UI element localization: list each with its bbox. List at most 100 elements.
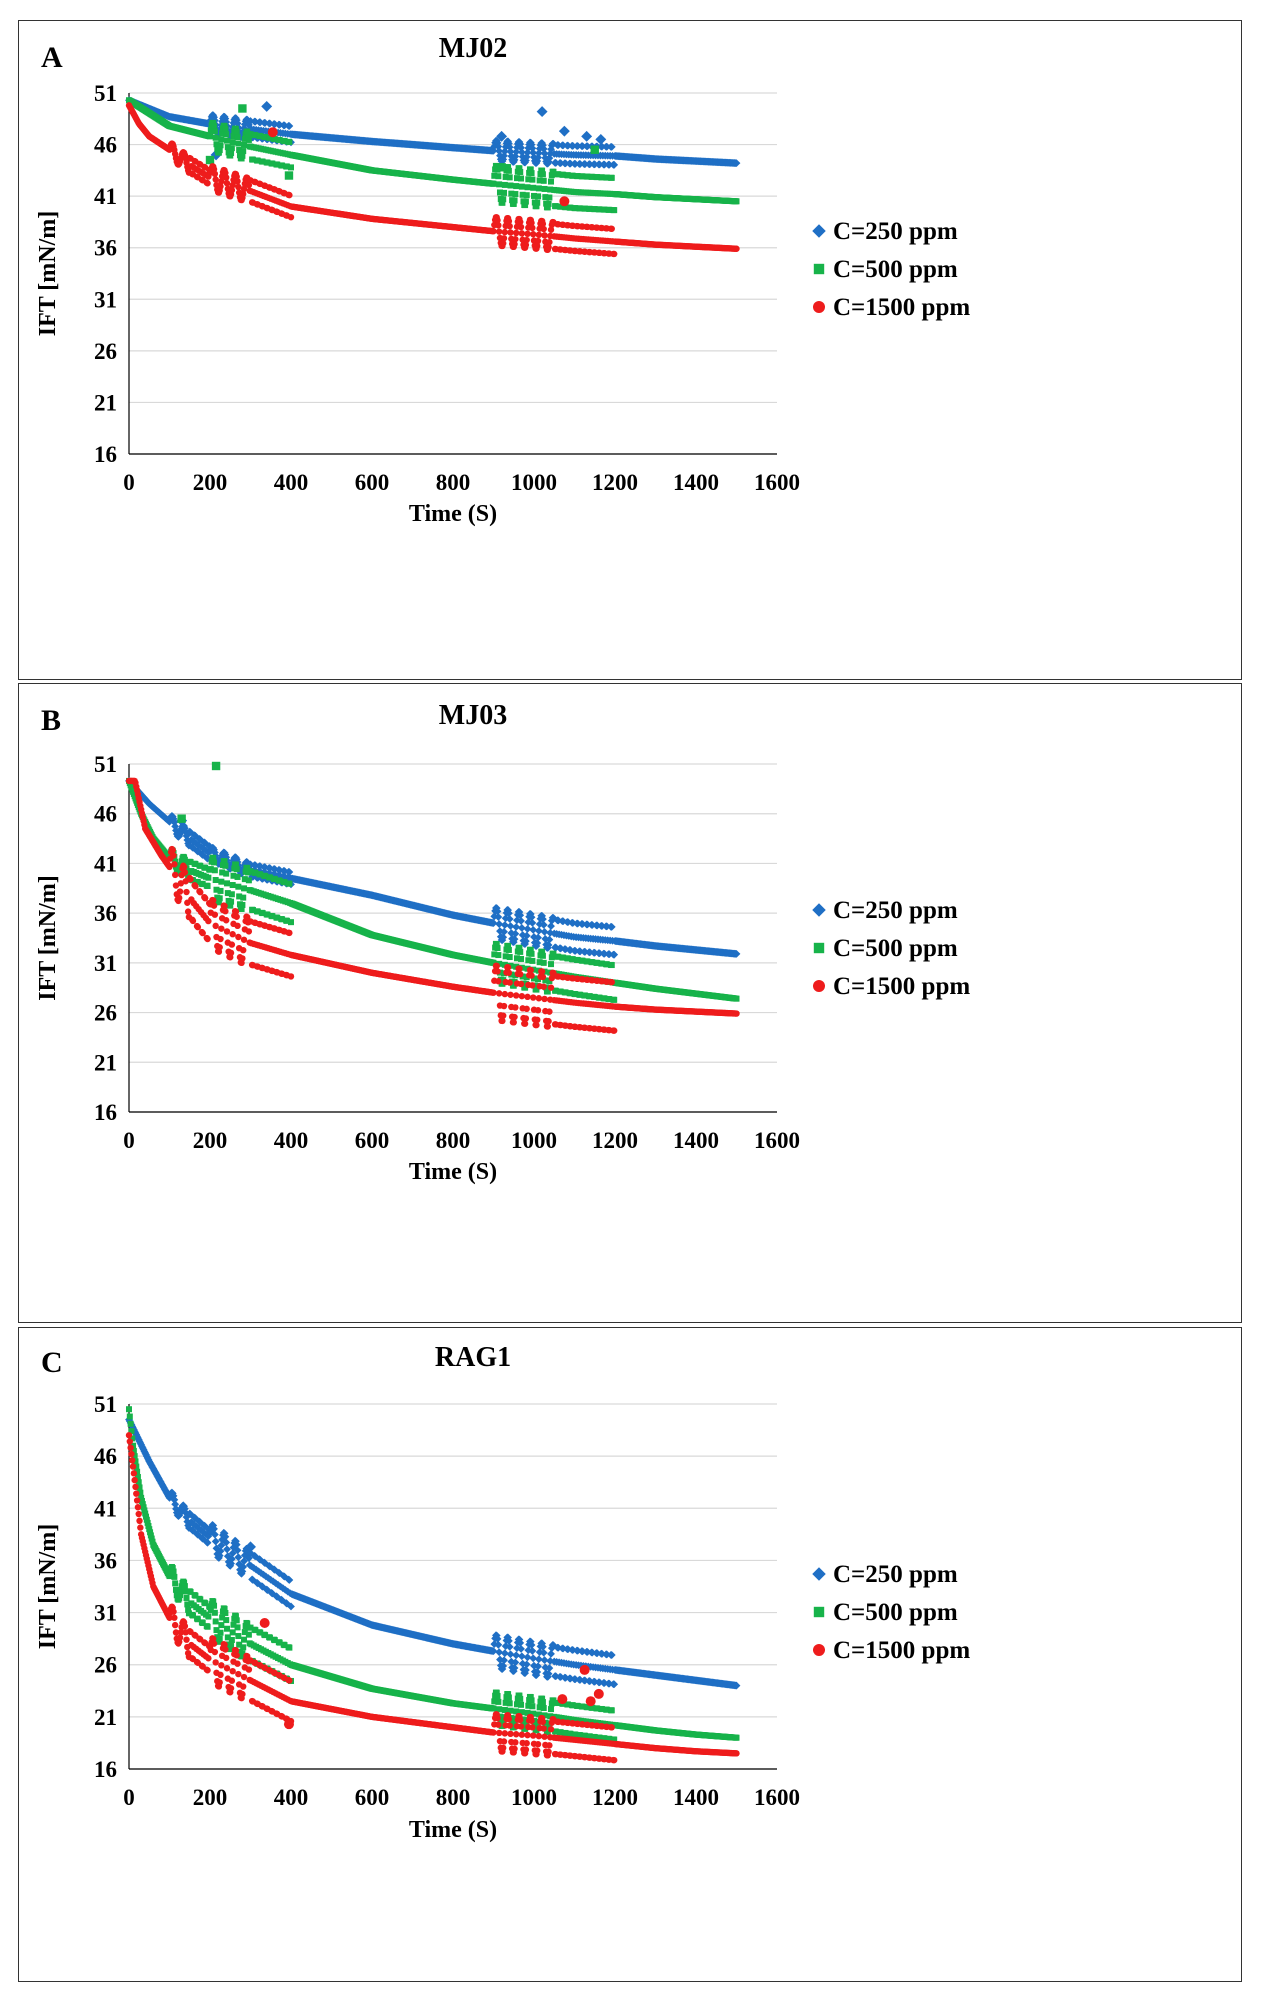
data-point: [577, 205, 584, 212]
data-point: [280, 1572, 289, 1581]
data-point: [554, 141, 563, 150]
data-point: [539, 220, 547, 228]
data-point: [549, 139, 558, 148]
data-point: [522, 931, 531, 940]
data-point: [281, 879, 288, 886]
data-point: [196, 1518, 205, 1527]
data-point: [545, 1018, 552, 1025]
data-point: [539, 915, 547, 924]
data-point: [603, 142, 611, 151]
y-tick-label: 41: [94, 851, 117, 876]
data-point: [268, 1589, 277, 1598]
outlier-point: [267, 127, 278, 138]
data-point: [511, 197, 518, 204]
data-point: [552, 203, 559, 210]
data-point: [574, 957, 581, 964]
data-point: [218, 1535, 227, 1544]
data-point: [542, 194, 549, 201]
data-point: [502, 173, 509, 180]
data-point: [512, 229, 520, 237]
data-point: [266, 874, 273, 881]
data-point: [176, 888, 184, 895]
data-point: [262, 134, 269, 141]
data-point: [527, 966, 534, 974]
legend-marker: [813, 301, 825, 313]
data-point: [495, 228, 503, 235]
x-axis-label: Time (S): [409, 1817, 497, 1843]
data-point: [266, 1575, 275, 1584]
series-c-500-ppm: [126, 761, 740, 1003]
x-tick-label: 0: [123, 1128, 135, 1153]
data-point: [548, 961, 555, 968]
data-point: [516, 911, 525, 920]
data-point: [501, 961, 508, 968]
y-tick-label: 26: [94, 1653, 117, 1678]
data-point: [171, 861, 178, 868]
data-point: [506, 147, 515, 156]
data-point: [593, 921, 602, 930]
data-point: [568, 919, 577, 927]
data-point: [518, 992, 526, 1000]
data-point: [555, 171, 562, 178]
data-point: [202, 864, 209, 871]
data-point: [240, 1557, 248, 1566]
x-tick-label: 1200: [592, 1128, 638, 1153]
data-point: [540, 225, 547, 233]
x-tick-label: 1400: [673, 1128, 719, 1153]
data-point: [529, 231, 537, 238]
data-point: [172, 882, 180, 889]
data-point: [527, 166, 534, 173]
data-point: [224, 880, 231, 887]
data-point: [511, 1013, 518, 1021]
data-point: [511, 240, 518, 248]
data-point: [506, 979, 513, 986]
data-point: [505, 217, 513, 225]
data-point: [207, 866, 214, 873]
data-point: [525, 176, 532, 183]
data-point: [517, 924, 526, 932]
data-point: [494, 142, 503, 151]
data-point: [222, 862, 229, 869]
data-point: [288, 919, 294, 926]
data-point: [560, 171, 567, 178]
data-point: [586, 205, 593, 212]
data-point: [504, 909, 513, 918]
data-point: [286, 191, 293, 199]
data-point: [506, 922, 515, 930]
data-point: [598, 922, 606, 930]
data-point: [610, 950, 619, 959]
data-point: [213, 886, 220, 893]
data-point: [285, 868, 294, 876]
data-point: [608, 978, 615, 986]
data-point: [264, 911, 271, 918]
data-point: [546, 238, 553, 246]
data-point: [223, 928, 231, 935]
data-point: [534, 926, 543, 935]
data-point: [522, 984, 529, 991]
data-point: [280, 121, 289, 130]
data-point: [608, 962, 615, 969]
data-point: [528, 972, 535, 979]
data-point: [583, 142, 592, 151]
legend-marker: [813, 980, 825, 992]
data-point: [560, 954, 567, 961]
data-point: [565, 172, 572, 179]
data-point: [534, 237, 542, 245]
data-point: [512, 923, 521, 931]
data-point: [490, 142, 499, 151]
data-point: [244, 864, 251, 871]
data-point: [211, 170, 219, 178]
data-point: [505, 942, 512, 949]
data-point: [187, 859, 194, 866]
legend-label: C=1500 ppm: [833, 973, 970, 1000]
outlier-point: [581, 130, 593, 142]
y-tick-label: 16: [94, 1757, 117, 1782]
data-point: [513, 175, 520, 182]
data-point: [546, 978, 553, 985]
data-point: [493, 162, 500, 169]
data-point: [494, 217, 501, 224]
x-tick-label: 400: [274, 1785, 309, 1810]
x-tick-label: 0: [123, 470, 135, 495]
data-point: [171, 822, 180, 831]
data-point: [213, 141, 220, 148]
